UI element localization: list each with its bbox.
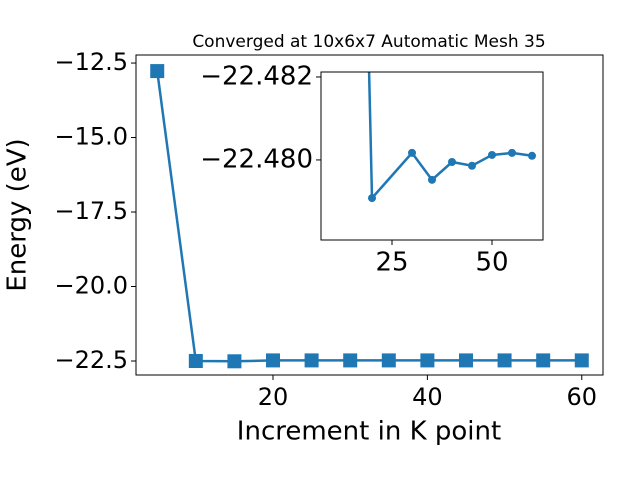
marker — [227, 354, 242, 369]
marker — [266, 353, 281, 368]
marker — [536, 353, 551, 368]
x-tick-label: 60 — [566, 383, 597, 411]
marker — [150, 64, 165, 79]
marker — [468, 161, 476, 170]
axes-frame — [320, 71, 544, 241]
y-axis-label: Energy (eV) — [3, 138, 33, 291]
marker — [420, 353, 435, 368]
x-axis-label: Increment in K point — [237, 417, 501, 447]
marker — [528, 151, 536, 160]
y-tick-label: −22.482 — [200, 61, 313, 91]
marker — [488, 150, 496, 159]
marker — [497, 353, 512, 368]
inset-background — [321, 72, 543, 240]
plot-area — [367, 72, 536, 203]
marker — [343, 353, 358, 368]
marker — [304, 353, 319, 368]
x-tick-label: 20 — [258, 383, 289, 411]
marker — [381, 353, 396, 368]
marker — [428, 175, 436, 184]
y-tick-label: −15.0 — [54, 123, 128, 151]
y-tick-label: −22.480 — [200, 144, 313, 174]
y-tick-label: −12.5 — [54, 48, 128, 76]
marker — [408, 148, 416, 157]
x-tick-label: 40 — [412, 383, 443, 411]
y-tick-label: −20.0 — [54, 272, 128, 300]
marker — [368, 194, 376, 203]
marker — [448, 158, 456, 167]
marker — [574, 353, 589, 368]
marker — [458, 353, 473, 368]
marker — [508, 148, 516, 157]
chart-title: Converged at 10x6x7 Automatic Mesh 35 — [192, 32, 545, 52]
axes-frame — [135, 54, 604, 376]
y-tick-label: −22.5 — [54, 346, 128, 374]
y-tick-label: −17.5 — [54, 197, 128, 225]
x-tick-label: 50 — [475, 248, 508, 278]
plot-area — [150, 64, 589, 369]
marker — [188, 353, 203, 368]
x-tick-label: 25 — [375, 248, 408, 278]
